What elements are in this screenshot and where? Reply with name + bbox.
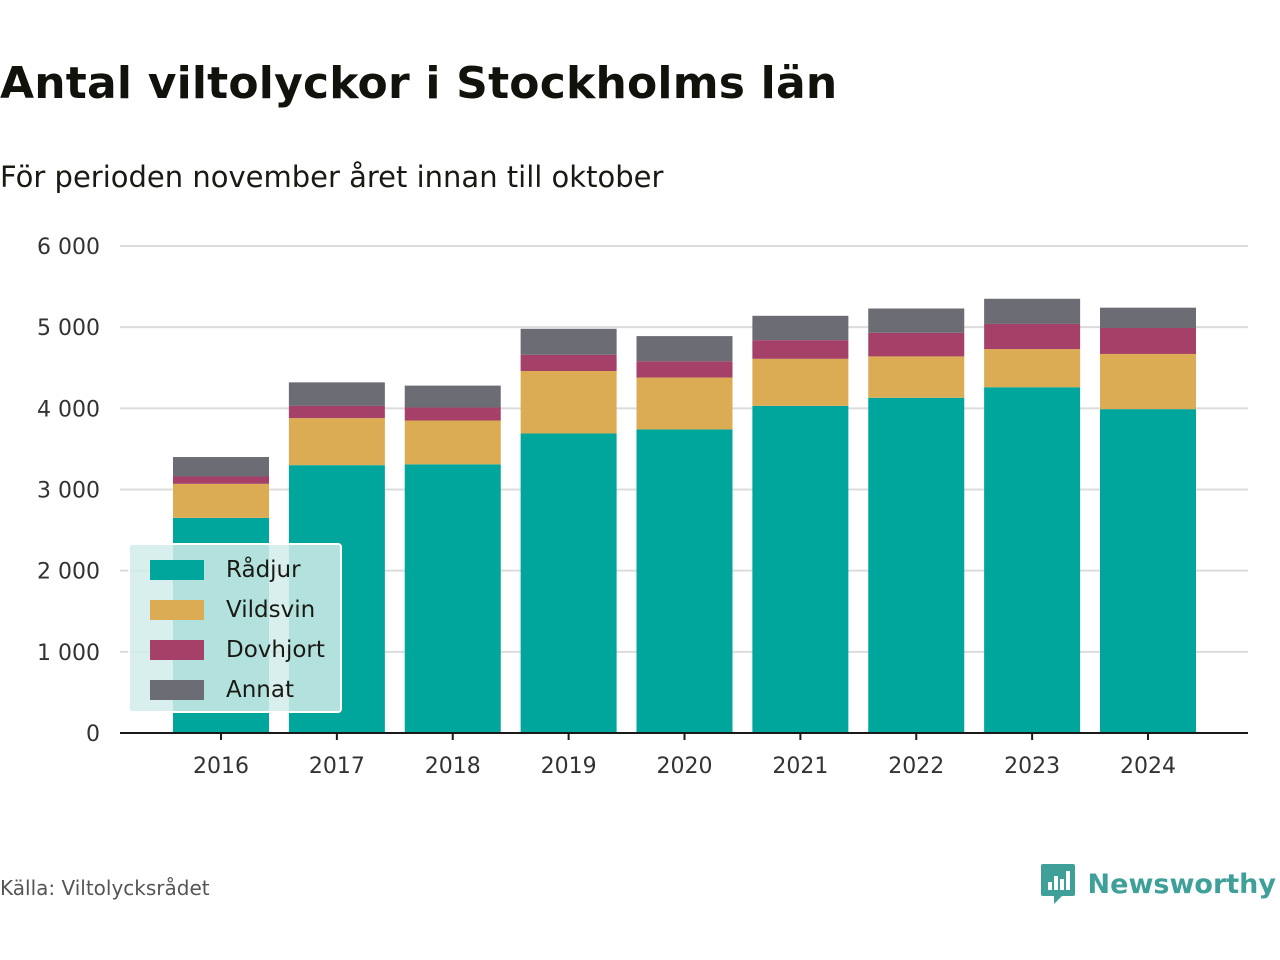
bar-segment-vildsvin-2020 xyxy=(636,377,733,430)
legend-item-annat: Annat xyxy=(150,675,294,705)
bar-segment-dovhjort-2017 xyxy=(288,405,385,419)
bar-segment-vildsvin-2019 xyxy=(520,370,617,434)
bar-segment-vildsvin-2024 xyxy=(1100,353,1196,410)
bar-segment-vildsvin-2016 xyxy=(173,483,269,518)
newsworthy-logo-icon xyxy=(1040,864,1075,904)
legend-item-dovhjort: Dovhjort xyxy=(150,635,325,665)
chart-subtitle: För perioden november året innan till ok… xyxy=(0,160,664,194)
x-tick-label-2016: 2016 xyxy=(193,754,249,779)
bar-segment-dovhjort-2022 xyxy=(868,332,965,357)
bar-segment-radjur-2024 xyxy=(1100,409,1196,733)
brand-name: Newsworthy xyxy=(1087,868,1276,900)
bar-segment-vildsvin-2023 xyxy=(984,349,1081,388)
bar-segment-vildsvin-2022 xyxy=(868,356,965,398)
legend-swatch-dovhjort xyxy=(150,640,204,660)
legend-swatch-vildsvin xyxy=(150,600,204,620)
legend-label-radjur: Rådjur xyxy=(226,557,301,583)
bar-segment-annat-2018 xyxy=(404,385,501,408)
source-note: Källa: Viltolycksrådet xyxy=(0,876,210,900)
x-tick-label-2019: 2019 xyxy=(541,754,597,779)
bar-segment-vildsvin-2018 xyxy=(404,420,501,465)
bar-segment-radjur-2018 xyxy=(404,464,501,733)
bar-segment-annat-2020 xyxy=(636,336,733,362)
bar-segment-radjur-2022 xyxy=(868,397,965,733)
y-tick-label: 6 000 xyxy=(37,235,100,260)
stacked-bar-chart: 0 1 000 2 000 3 000 4 000 5 000 6 000 2016 2017… xyxy=(37,235,1248,779)
y-tick-label: 0 xyxy=(86,722,100,747)
bar-segment-dovhjort-2019 xyxy=(520,354,617,371)
legend-swatch-radjur xyxy=(150,560,204,580)
x-axis-tick-labels: 2016 2017 2018 2019 2020 2021 2022 2023 2024 xyxy=(193,733,1176,779)
x-tick-label-2017: 2017 xyxy=(309,754,365,779)
x-tick-label-2024: 2024 xyxy=(1120,754,1176,779)
bar-segment-radjur-2021 xyxy=(752,405,849,733)
y-tick-label: 1 000 xyxy=(37,641,100,666)
legend-item-radjur: Rådjur xyxy=(150,555,301,585)
bar-segment-annat-2022 xyxy=(868,308,965,333)
legend-swatch-annat xyxy=(150,680,204,700)
x-tick-label-2018: 2018 xyxy=(425,754,481,779)
y-tick-label: 2 000 xyxy=(37,560,100,585)
y-tick-label: 3 000 xyxy=(37,479,100,504)
bar-segment-dovhjort-2023 xyxy=(984,323,1081,350)
legend-item-vildsvin: Vildsvin xyxy=(150,595,315,625)
y-tick-label: 4 000 xyxy=(37,397,100,422)
bar-segment-vildsvin-2017 xyxy=(288,418,385,466)
bar-segment-radjur-2023 xyxy=(984,387,1081,733)
bar-segment-radjur-2020 xyxy=(636,429,733,733)
bar-segment-annat-2024 xyxy=(1100,307,1196,328)
bar-segment-dovhjort-2024 xyxy=(1100,327,1196,354)
legend-label-vildsvin: Vildsvin xyxy=(226,597,316,623)
bar-segment-vildsvin-2021 xyxy=(752,358,849,406)
bar-segment-dovhjort-2020 xyxy=(636,361,733,378)
bar-segment-annat-2023 xyxy=(984,298,1081,324)
bar-segment-annat-2021 xyxy=(752,315,849,341)
bar-segment-dovhjort-2021 xyxy=(752,340,849,359)
bars xyxy=(173,298,1196,733)
bar-segment-annat-2019 xyxy=(520,328,617,355)
bar-segment-dovhjort-2018 xyxy=(404,407,501,421)
x-tick-label-2022: 2022 xyxy=(888,754,944,779)
bar-segment-annat-2016 xyxy=(173,457,269,477)
x-tick-label-2020: 2020 xyxy=(657,754,713,779)
brand-logo: Newsworthy xyxy=(1040,862,1276,906)
legend-label-dovhjort: Dovhjort xyxy=(226,637,325,663)
bar-segment-dovhjort-2016 xyxy=(173,476,269,484)
y-tick-label: 5 000 xyxy=(37,316,100,341)
bar-segment-annat-2017 xyxy=(288,382,385,406)
x-tick-label-2023: 2023 xyxy=(1004,754,1060,779)
bar-segment-radjur-2019 xyxy=(520,433,617,733)
chart-title: Antal viltolyckor i Stockholms län xyxy=(0,58,838,109)
y-axis-tick-labels: 0 1 000 2 000 3 000 4 000 5 000 6 000 xyxy=(37,235,100,747)
x-tick-label-2021: 2021 xyxy=(772,754,828,779)
legend-label-annat: Annat xyxy=(226,677,295,703)
legend: Rådjur Vildsvin Dovhjort Annat xyxy=(128,543,342,713)
